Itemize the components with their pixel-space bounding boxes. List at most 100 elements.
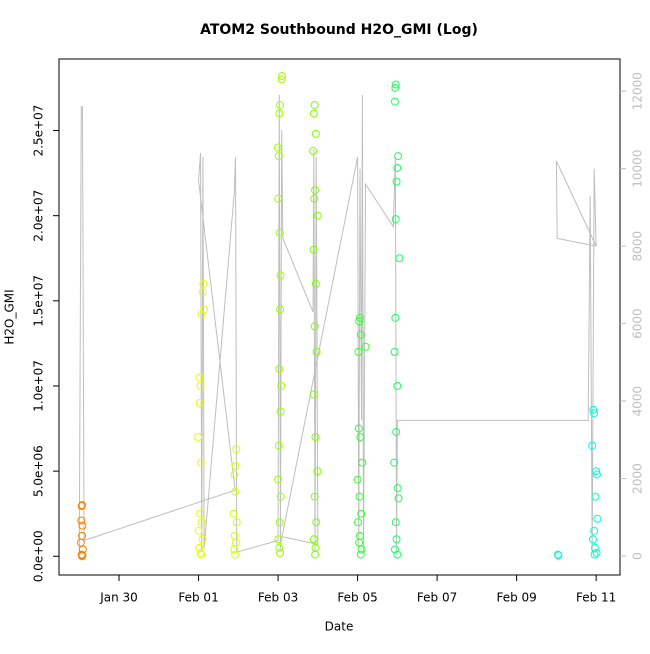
point	[354, 424, 363, 433]
point	[394, 494, 403, 503]
point	[590, 550, 599, 559]
point	[355, 313, 364, 322]
point	[312, 518, 321, 527]
point	[194, 526, 203, 535]
point	[199, 279, 208, 288]
point	[313, 211, 322, 220]
point	[393, 550, 402, 559]
point	[592, 467, 601, 476]
point	[311, 550, 320, 559]
point	[392, 427, 401, 436]
x-tick-label: Feb 01	[178, 591, 218, 605]
point	[391, 518, 400, 527]
chart-title: ATOM2 Southbound H2O_GMI (Log)	[200, 22, 478, 38]
point	[232, 444, 241, 453]
point	[393, 163, 402, 172]
point	[309, 109, 318, 118]
point	[276, 271, 285, 280]
point	[590, 409, 599, 418]
point	[390, 347, 399, 356]
point	[356, 330, 365, 339]
point	[311, 186, 320, 195]
point	[391, 313, 400, 322]
point	[277, 381, 286, 390]
point	[393, 484, 402, 493]
y2-tick-label: 2000	[631, 463, 645, 494]
point	[230, 545, 239, 554]
y2-tick-label: 10000	[631, 150, 645, 188]
y2-tick-label: 6000	[631, 308, 645, 339]
point	[391, 83, 400, 92]
point	[311, 129, 320, 138]
point	[361, 342, 370, 351]
point	[590, 526, 599, 535]
point	[198, 288, 207, 297]
y-tick-label: 5.0e+06	[32, 445, 46, 497]
point	[274, 441, 283, 450]
point	[355, 492, 364, 501]
point	[229, 509, 238, 518]
point	[588, 441, 597, 450]
point	[310, 322, 319, 331]
point	[589, 405, 598, 414]
point	[276, 407, 285, 416]
point	[390, 545, 399, 554]
point	[196, 381, 205, 390]
point	[311, 279, 320, 288]
point	[391, 215, 400, 224]
point	[355, 538, 364, 547]
point	[200, 305, 209, 314]
point	[353, 475, 362, 484]
point	[554, 551, 563, 560]
point	[232, 518, 241, 527]
point	[392, 177, 401, 186]
point	[196, 458, 205, 467]
x-tick-label: Feb 09	[496, 591, 536, 605]
point	[198, 535, 207, 544]
point	[194, 433, 203, 442]
y-tick-label: 1.0e+07	[32, 360, 46, 412]
point	[274, 152, 283, 161]
point	[275, 518, 284, 527]
point	[310, 100, 319, 109]
y-tick-label: 0.0e+00	[32, 530, 46, 582]
point	[309, 390, 318, 399]
point	[231, 462, 240, 471]
point	[275, 109, 284, 118]
point	[394, 152, 403, 161]
point	[77, 516, 86, 525]
x-tick-label: Feb 03	[258, 591, 298, 605]
point	[196, 509, 205, 518]
point	[276, 548, 285, 557]
y-tick-label: 2.5e+07	[32, 105, 46, 157]
point	[275, 364, 284, 373]
point	[230, 470, 239, 479]
point	[276, 100, 285, 109]
point	[231, 550, 240, 559]
point	[353, 518, 362, 527]
point	[309, 535, 318, 544]
x-tick-label: Feb 05	[337, 591, 377, 605]
point	[311, 433, 320, 442]
point	[195, 399, 204, 407]
point	[392, 535, 401, 544]
point	[356, 550, 365, 559]
point	[592, 470, 601, 479]
point	[588, 535, 597, 544]
y2-tick-label: 12000	[631, 72, 645, 110]
point	[78, 552, 87, 561]
point	[591, 492, 600, 501]
point	[197, 518, 206, 527]
point	[312, 347, 321, 356]
y-axis-label: H2O_GMI	[3, 289, 17, 344]
point	[391, 80, 400, 89]
point	[357, 545, 366, 554]
point	[310, 492, 319, 501]
point	[310, 194, 319, 203]
point	[275, 228, 284, 237]
point	[313, 467, 322, 476]
point	[231, 487, 240, 496]
point	[277, 75, 286, 84]
